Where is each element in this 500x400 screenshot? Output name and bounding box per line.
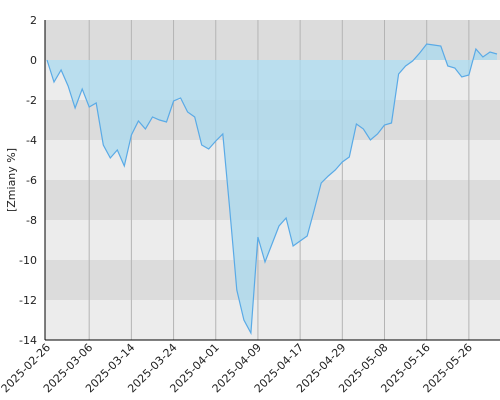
y-tick-label: -14	[19, 334, 37, 347]
y-axis-label: [Zmiany %]	[5, 148, 18, 212]
area	[47, 44, 497, 333]
band	[45, 260, 500, 300]
y-tick-label: -12	[19, 294, 37, 307]
y-tick-label: -6	[26, 174, 37, 187]
y-tick-label: -10	[19, 254, 37, 267]
line	[46, 43, 498, 336]
band	[45, 300, 500, 340]
y-tick-label: 0	[30, 54, 37, 67]
y-tick-label: -4	[26, 134, 37, 147]
y-tick-label: -2	[26, 94, 37, 107]
y-tick-label: 2	[30, 14, 37, 27]
y-tick-label: -8	[26, 214, 37, 227]
